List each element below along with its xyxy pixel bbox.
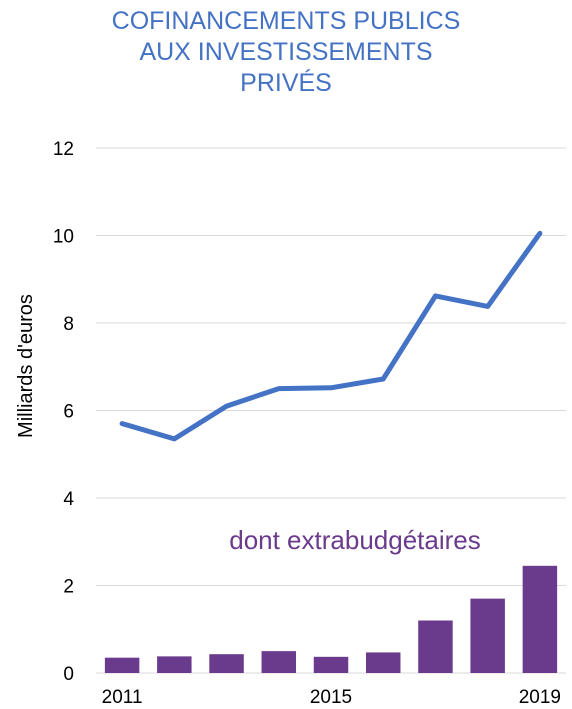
- y-tick-label: 4: [63, 489, 74, 510]
- y-tick-label: 0: [63, 664, 74, 685]
- grid-lines: [96, 148, 566, 673]
- bar-2013: [209, 654, 243, 673]
- bar-2011: [105, 658, 139, 673]
- bar-2012: [157, 656, 191, 673]
- y-tick-label: 2: [63, 577, 74, 598]
- bar-2016: [366, 652, 400, 673]
- x-tick-label: 2011: [102, 687, 143, 708]
- bar-2014: [262, 651, 296, 673]
- bar-2015: [314, 657, 348, 673]
- y-axis-ticks: 0 2 4 6 8 10 12: [53, 139, 75, 685]
- line-series: [122, 233, 540, 439]
- x-tick-label: 2019: [519, 687, 561, 708]
- bar-2017: [418, 621, 452, 674]
- y-tick-label: 8: [63, 314, 74, 335]
- bar-2018: [470, 599, 504, 673]
- x-axis-ticks: 2011 2015 2019: [102, 687, 561, 708]
- bar-series-annotation: dont extrabudgétaires: [229, 525, 481, 555]
- y-axis-label: Milliards d'euros: [15, 294, 37, 438]
- y-tick-label: 10: [53, 227, 74, 248]
- y-tick-label: 6: [63, 402, 74, 423]
- bar-2019: [523, 566, 557, 673]
- y-tick-label: 12: [53, 139, 74, 160]
- bar-series: [105, 566, 557, 673]
- x-tick-label: 2015: [310, 687, 352, 708]
